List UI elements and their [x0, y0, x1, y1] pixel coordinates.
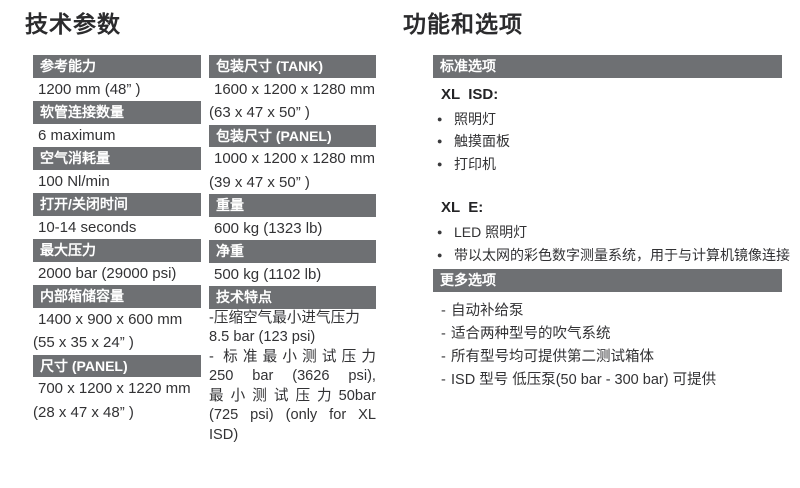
feature-label: 打印机 [454, 155, 496, 172]
spec-value: 10-14 seconds [38, 218, 137, 236]
spec-value: 1200 mm (48” ) [38, 80, 141, 98]
spec-item: 技术特点 -压缩空气最小进气压力 8.5 bar (123 psi) - 标准最… [209, 286, 376, 445]
option-label: 适合两种型号的吹气系统 [451, 325, 611, 342]
spec-column-left: 参考能力 1200 mm (48” ) 软管连接数量 6 maximum 空气消… [33, 55, 201, 445]
spec-value: 700 x 1200 x 1220 mm [38, 380, 191, 397]
tech-feature-line: (725 psi) (only for XL [209, 407, 376, 423]
spec-item: 尺寸 (PANEL) 700 x 1200 x 1220 mm (28 x 47… [33, 354, 201, 425]
spec-header: 打开/关闭时间 [33, 193, 201, 216]
feature-item: ● 照明灯 [433, 108, 782, 131]
model-label-xl-isd: XL ISD: [441, 85, 499, 103]
tech-feature-line: 最小测试压力50bar [209, 387, 376, 404]
feature-item: ● 触摸面板 [433, 130, 782, 153]
spec-item: 参考能力 1200 mm (48” ) [33, 55, 201, 101]
spec-value: 6 maximum [38, 126, 116, 144]
standard-options-header: 标准选项 [433, 55, 782, 78]
option-label: ISD 型号 低压泵(50 bar - 300 bar) 可提供 [451, 372, 717, 389]
feature-label: LED 照明灯 [454, 224, 528, 240]
spec-header: 空气消耗量 [33, 147, 201, 170]
spec-item: 包装尺寸 (TANK) 1600 x 1200 x 1280 mm (63 x … [209, 55, 376, 125]
spec-header: 最大压力 [33, 239, 201, 262]
option-label: 所有型号均可提供第二测试箱体 [451, 348, 654, 365]
spec-header: 净重 [209, 240, 376, 263]
tech-feature-line: -压缩空气最小进气压力 [209, 309, 360, 326]
spec-header: 软管连接数量 [33, 101, 201, 124]
option-item: - 自动补给泵 [433, 300, 782, 323]
more-options-list: - 自动补给泵 - 适合两种型号的吹气系统 - 所有型号均可提供第二测试箱体 -… [433, 300, 782, 393]
spec-header: 尺寸 (PANEL) [33, 354, 201, 377]
tech-feature-line: ISD) [209, 426, 239, 443]
spec-column-right: 包装尺寸 (TANK) 1600 x 1200 x 1280 mm (63 x … [209, 55, 376, 445]
spec-value: (63 x 47 x 50” ) [209, 104, 310, 121]
tech-feature-line: 8.5 bar (123 psi) [209, 329, 316, 345]
feature-item: ● 打印机 [433, 153, 782, 176]
spec-value: 600 kg (1323 lb) [214, 219, 323, 237]
spec-header: 内部箱储容量 [33, 285, 201, 308]
spec-header: 参考能力 [33, 55, 201, 78]
features-options-title: 功能和选项 [403, 11, 523, 37]
tech-feature-line: - 标准最小测试压力 [209, 348, 376, 365]
option-label: 自动补给泵 [451, 302, 524, 319]
section-tech-specs: 技术参数 参考能力 1200 mm (48” ) 软管连接数量 6 maximu… [25, 8, 380, 445]
bullet-icon: ● [437, 113, 443, 124]
bullet-icon: ● [437, 249, 443, 260]
spec-item: 净重 500 kg (1102 lb) [209, 240, 376, 286]
spec-header: 包装尺寸 (TANK) [209, 55, 376, 78]
spec-value: 100 Nl/min [38, 172, 110, 190]
section-features-options: 功能和选项 标准选项 XL ISD: ● 照明灯 ● 触摸面板 ● 打印机 XL… [403, 8, 795, 392]
option-item: - 所有型号均可提供第二测试箱体 [433, 346, 782, 369]
spec-columns: 参考能力 1200 mm (48” ) 软管连接数量 6 maximum 空气消… [33, 55, 380, 445]
feature-label: 照明灯 [454, 110, 496, 127]
model-label-xl-e: XL E: [441, 199, 484, 216]
tech-feature-line: 250 bar (3626 psi), [209, 368, 376, 384]
spec-header: 重量 [209, 194, 376, 217]
feature-label: 触摸面板 [454, 133, 510, 149]
feature-item: ● 带以太网的彩色数字测量系统，用于与计算机镜像连接 [433, 244, 790, 267]
feature-label: 带以太网的彩色数字测量系统，用于与计算机镜像连接 [454, 246, 790, 263]
xl-e-feature-list: ● LED 照明灯 ● 带以太网的彩色数字测量系统，用于与计算机镜像连接 [433, 221, 790, 267]
features-content: 标准选项 XL ISD: ● 照明灯 ● 触摸面板 ● 打印机 XL E: [433, 55, 790, 393]
bullet-icon: ● [437, 227, 443, 237]
option-item: - ISD 型号 低压泵(50 bar - 300 bar) 可提供 [433, 369, 782, 392]
spec-value: (55 x 35 x 24” ) [33, 334, 134, 351]
spec-item: 打开/关闭时间 10-14 seconds [33, 193, 201, 239]
spec-item: 空气消耗量 100 Nl/min [33, 147, 201, 193]
dash-icon: - [441, 325, 446, 342]
dash-icon: - [441, 302, 446, 319]
spec-header: 技术特点 [209, 286, 376, 309]
spec-value: (39 x 47 x 50” ) [209, 173, 310, 191]
spec-value: 1000 x 1200 x 1280 mm [214, 150, 375, 167]
tech-specs-title: 技术参数 [25, 11, 121, 37]
spec-value: 500 kg (1102 lb) [214, 265, 322, 283]
spec-item: 重量 600 kg (1323 lb) [209, 194, 376, 240]
dash-icon: - [441, 372, 446, 389]
spec-value: 1400 x 900 x 600 mm [38, 310, 183, 328]
more-options-header: 更多选项 [433, 269, 782, 292]
dash-icon: - [441, 348, 446, 365]
spec-item: 最大压力 2000 bar (29000 psi) [33, 239, 201, 285]
bullet-icon: ● [437, 136, 443, 146]
feature-item: ● LED 照明灯 [433, 221, 782, 244]
option-item: - 适合两种型号的吹气系统 [433, 323, 782, 346]
spec-value: (28 x 47 x 48” ) [33, 403, 134, 421]
spec-item: 包装尺寸 (PANEL) 1000 x 1200 x 1280 mm (39 x… [209, 124, 376, 195]
xl-isd-feature-list: ● 照明灯 ● 触摸面板 ● 打印机 [433, 108, 782, 176]
spec-header: 包装尺寸 (PANEL) [209, 124, 376, 147]
spec-value: 2000 bar (29000 psi) [38, 264, 177, 282]
spec-value: 1600 x 1200 x 1280 mm [214, 80, 375, 98]
spec-item: 内部箱储容量 1400 x 900 x 600 mm (55 x 35 x 24… [33, 285, 201, 355]
spec-item: 软管连接数量 6 maximum [33, 101, 201, 147]
bullet-icon: ● [437, 158, 443, 169]
